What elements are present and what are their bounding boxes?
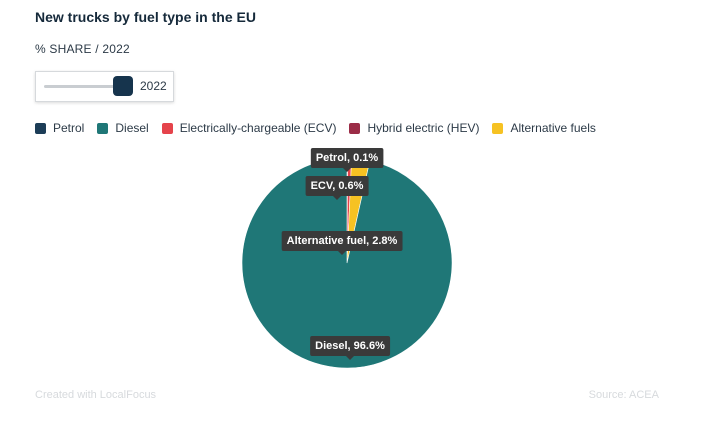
legend-label: Hybrid electric (HEV) — [367, 121, 480, 135]
chart-title: New trucks by fuel type in the EU — [35, 9, 256, 25]
chart-legend: Petrol Diesel Electrically-chargeable (E… — [35, 121, 609, 135]
legend-label: Alternative fuels — [510, 121, 596, 135]
credit-text: Created with LocalFocus — [35, 389, 157, 401]
legend-swatch — [161, 122, 173, 134]
legend-swatch — [492, 122, 504, 134]
legend-item-petrol[interactable]: Petrol — [35, 121, 84, 135]
legend-swatch — [35, 122, 46, 134]
data-label-diesel: Diesel, 96.6% — [310, 336, 391, 360]
chart-subtitle: % SHARE / 2022 — [35, 42, 130, 56]
data-label-alternative-fuels: Alternative fuel, 2.8% — [281, 231, 403, 255]
slider-handle[interactable] — [113, 76, 133, 96]
source-text: Source: ACEA — [588, 389, 659, 401]
svg-text:Diesel, 96.6%: Diesel, 96.6% — [315, 340, 385, 352]
year-slider[interactable]: 2022 — [35, 71, 174, 102]
legend-label: Diesel — [115, 121, 149, 135]
legend-label: Petrol — [53, 121, 85, 135]
slider-value: 2022 — [140, 79, 167, 93]
svg-text:ECV, 0.6%: ECV, 0.6% — [311, 180, 364, 192]
data-label-electrically-chargeable-ecv: ECV, 0.6% — [305, 176, 369, 200]
legend-item-ecv[interactable]: Electrically-chargeable (ECV) — [161, 121, 337, 135]
legend-swatch — [349, 122, 361, 134]
legend-swatch — [97, 122, 109, 134]
svg-text:Alternative fuel, 2.8%: Alternative fuel, 2.8% — [287, 235, 398, 247]
svg-text:Petrol, 0.1%: Petrol, 0.1% — [316, 152, 379, 164]
legend-item-hev[interactable]: Hybrid electric (HEV) — [349, 121, 479, 135]
legend-label: Electrically-chargeable (ECV) — [179, 121, 337, 135]
legend-item-alternative-fuels[interactable]: Alternative fuels — [492, 121, 596, 135]
data-label-petrol: Petrol, 0.1% — [310, 148, 384, 172]
legend-item-diesel[interactable]: Diesel — [97, 121, 149, 135]
slider-track[interactable] — [44, 85, 130, 88]
pie-slice-diesel[interactable] — [241, 157, 453, 369]
